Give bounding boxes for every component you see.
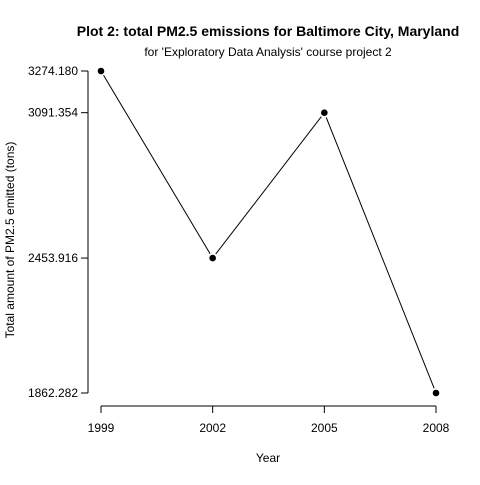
x-axis-label: Year [256, 451, 280, 465]
y-tick-label: 3091.354 [28, 106, 78, 120]
series-line-segment [103, 75, 211, 255]
data-point [97, 67, 105, 75]
series-line-segment [215, 116, 322, 255]
axes-group: 1999 2002 2005 2008 3274.180 3091.354 2453.916… [28, 64, 450, 435]
x-tick-label: 2008 [423, 421, 450, 435]
data-point [209, 254, 216, 262]
y-tick-label: 1862.282 [28, 386, 78, 400]
x-tick-label: 1999 [88, 421, 115, 435]
y-tick-label: 3274.180 [28, 64, 78, 78]
data-point [432, 389, 440, 397]
series-line-segment [325, 117, 435, 389]
plot-group [97, 67, 440, 397]
x-tick-label: 2005 [311, 421, 338, 435]
y-tick-label: 2453.916 [28, 251, 78, 265]
chart-title: Plot 2: total PM2.5 emissions for Baltim… [77, 23, 460, 39]
chart-subtitle: for 'Exploratory Data Analysis' course p… [144, 45, 392, 59]
data-point [321, 109, 328, 116]
x-tick-label: 2002 [199, 421, 226, 435]
y-axis-label: Total amount of PM2.5 emitted (tons) [3, 142, 17, 339]
